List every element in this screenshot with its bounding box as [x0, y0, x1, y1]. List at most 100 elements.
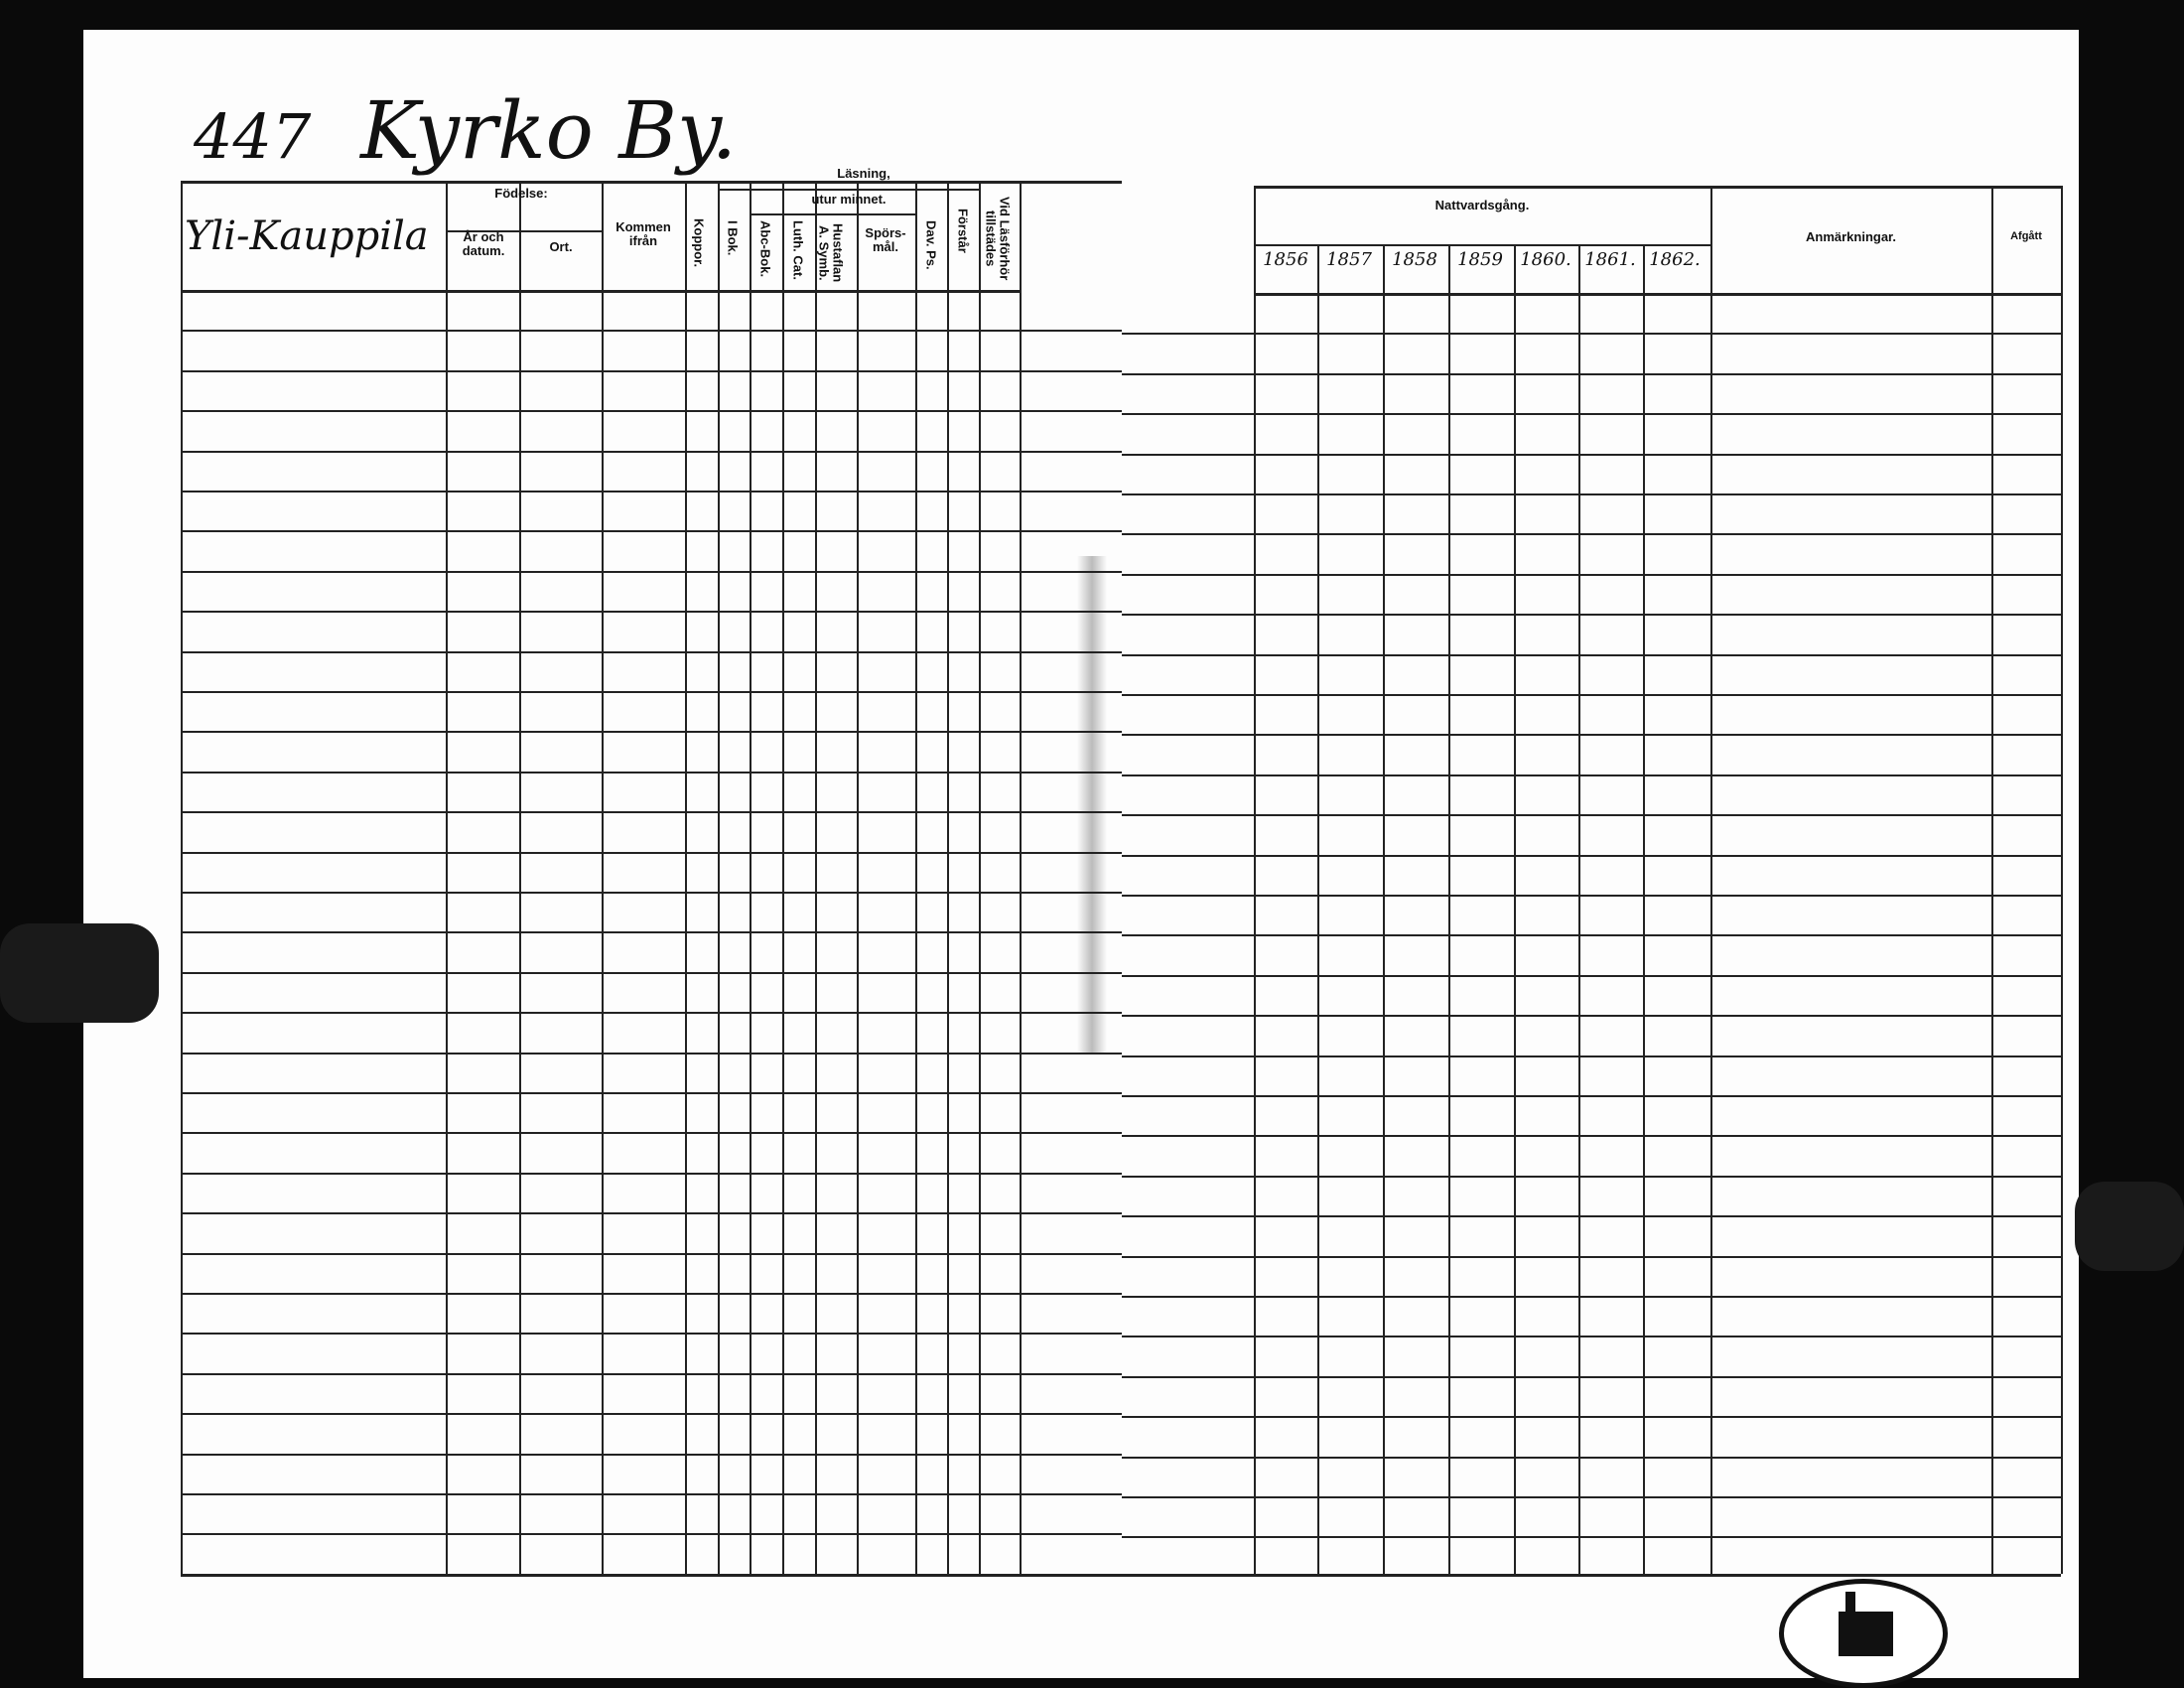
- rule-line: [1122, 1135, 2061, 1138]
- rule-line: [1254, 186, 2061, 189]
- thumb-right: [2075, 1182, 2184, 1271]
- header-ar-och-datum: År och datum.: [462, 229, 505, 259]
- rule-line: [181, 771, 1122, 774]
- rule-line: [1122, 1536, 2061, 1539]
- rule-line: [181, 530, 1122, 533]
- rule-line: [1122, 895, 2061, 897]
- rule-line: [181, 491, 1122, 492]
- rule-line: [181, 1092, 1122, 1094]
- rule-line: [181, 1453, 1122, 1456]
- rule-line: [1122, 372, 2061, 375]
- column-line: [1020, 181, 1022, 1574]
- rule-line: [181, 611, 1122, 614]
- header-luth-cat: Luth. Cat.: [790, 220, 806, 280]
- rule-line: [181, 1413, 1122, 1416]
- rule-line: [1122, 533, 2061, 536]
- header-nattvardsgang: Nattvardsgång.: [1434, 198, 1530, 212]
- column-line: [519, 181, 521, 1574]
- household-label: Yli-Kauppila: [185, 213, 429, 259]
- column-line: [857, 181, 859, 1574]
- rule-line: [181, 570, 1122, 573]
- rule-line: [181, 811, 1122, 814]
- rule-line: [181, 731, 1122, 734]
- rule-line: [1122, 1095, 2061, 1097]
- column-line: [1991, 186, 1993, 1574]
- rule-line: [1122, 653, 2061, 656]
- rule-line: [1122, 1416, 2061, 1419]
- title-name: Kyrko By.: [360, 84, 738, 177]
- column-line: [685, 181, 687, 1574]
- rule-line: [1122, 333, 2061, 336]
- column-line: [1383, 244, 1385, 1574]
- rule-line: [1122, 453, 2061, 456]
- rule-line: [1122, 854, 2061, 857]
- column-line: [915, 181, 917, 1574]
- header-hustaflan: Hustaflan A. Symb.: [816, 223, 846, 283]
- rule-line: [1122, 974, 2061, 977]
- rule-line: [181, 971, 1122, 974]
- title-number: 447: [194, 100, 312, 173]
- column-line: [1254, 186, 1256, 1574]
- rule-line: [1122, 493, 2061, 495]
- rule-line: [1122, 614, 2061, 617]
- rule-line: [1122, 573, 2061, 576]
- header-ort: Ort.: [549, 239, 573, 254]
- rule-line: [181, 691, 1122, 693]
- header-dav-ps: Dav. Ps.: [923, 220, 939, 270]
- rule-line: [1122, 1175, 2061, 1178]
- column-line: [1514, 244, 1516, 1574]
- column-line: [181, 181, 183, 1574]
- rule-line: [750, 213, 915, 215]
- rule-line: [181, 1172, 1122, 1175]
- header-year: 1858: [1392, 249, 1437, 270]
- header-forstar: Förstår: [955, 209, 971, 253]
- rule-line: [181, 410, 1122, 413]
- column-line: [446, 181, 448, 1574]
- rule-line: [181, 369, 1122, 372]
- rule-line: [1122, 774, 2061, 776]
- header-year: 1859: [1457, 249, 1503, 270]
- rule-line: [181, 851, 1122, 854]
- rule-line: [446, 230, 602, 232]
- column-line: [1643, 244, 1645, 1574]
- header-anmarkningar: Anmärkningar.: [1805, 229, 1897, 244]
- header-utur-minnet: utur minnet.: [811, 192, 887, 207]
- thumb-left: [0, 923, 159, 1023]
- column-line: [979, 181, 981, 1574]
- rule-line: [1122, 1015, 2061, 1018]
- rule-line: [181, 1052, 1122, 1055]
- rule-line: [1122, 734, 2061, 737]
- rule-line: [1254, 293, 2061, 296]
- rule-line: [1122, 814, 2061, 817]
- column-line: [782, 181, 784, 1574]
- header-kommen-ifran: Kommen ifrån: [615, 219, 671, 249]
- column-line: [1448, 244, 1450, 1574]
- rule-line: [1122, 1456, 2061, 1459]
- archive-stamp: [1779, 1579, 1948, 1688]
- header-year: 1857: [1326, 249, 1372, 270]
- rule-line: [718, 189, 979, 191]
- rule-line: [181, 1252, 1122, 1255]
- header-year: 1856: [1263, 249, 1308, 270]
- header-vid-lasforhor: Vid Läsförhör tillstädes: [983, 196, 1013, 281]
- rule-line: [1254, 244, 1710, 246]
- column-line: [815, 181, 817, 1574]
- rule-line: [181, 1574, 1122, 1577]
- church-icon: [1839, 1612, 1893, 1656]
- header-afgatt: Afgått: [2010, 230, 2042, 242]
- rule-line: [1122, 1255, 2061, 1258]
- column-line: [602, 181, 604, 1574]
- rule-line: [181, 1293, 1122, 1295]
- rule-line: [1122, 1296, 2061, 1298]
- header-abc-bok: Abc-Bok.: [757, 220, 773, 278]
- rule-line: [1122, 413, 2061, 416]
- rule-line: [181, 181, 1122, 184]
- header-year: 1862.: [1649, 249, 1701, 270]
- rule-line: [1122, 1496, 2061, 1498]
- rule-line: [1122, 1375, 2061, 1378]
- rule-line: [1122, 1336, 2061, 1338]
- header-year: 1860.: [1520, 249, 1571, 270]
- rule-line: [181, 1333, 1122, 1336]
- column-line: [1317, 244, 1319, 1574]
- column-line: [1710, 186, 1712, 1574]
